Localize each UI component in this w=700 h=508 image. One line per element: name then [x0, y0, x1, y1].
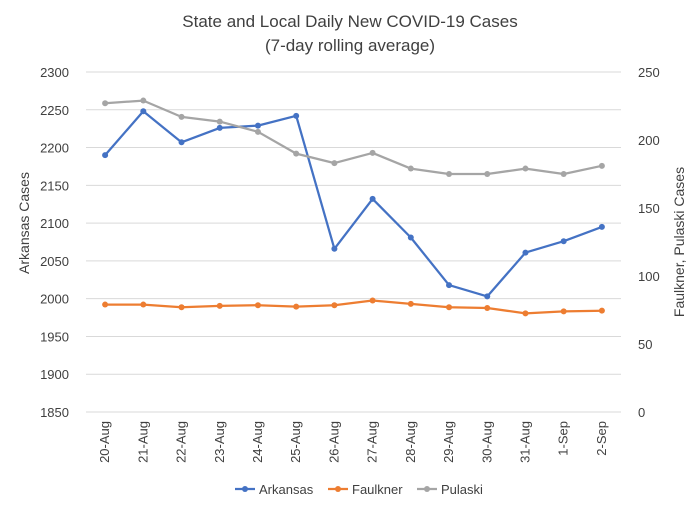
series-pulaski — [102, 97, 605, 177]
x-tick-label: 26-Aug — [326, 421, 341, 463]
x-tick-label: 28-Aug — [403, 421, 418, 463]
data-point — [446, 304, 453, 311]
series-line — [104, 110, 603, 298]
data-point — [216, 118, 223, 125]
data-point — [102, 152, 109, 159]
legend-swatch-marker — [335, 486, 341, 492]
left-axis-ticks: 1850 1900 1950 2000 2050 2100 2150 2200 2250 2300 — [40, 65, 69, 420]
x-tick-label: 29-Aug — [441, 421, 456, 463]
data-point — [140, 97, 147, 104]
data-point — [407, 165, 414, 172]
data-point — [293, 112, 300, 119]
series-faulkner — [102, 297, 605, 317]
data-point — [446, 171, 453, 177]
data-point — [293, 303, 300, 310]
data-point — [484, 304, 491, 311]
x-tick-label: 20-Aug — [97, 421, 112, 463]
series-layer — [102, 97, 605, 317]
right-tick-label: 0 — [638, 405, 645, 420]
data-point — [598, 223, 605, 230]
data-point — [560, 238, 567, 245]
x-tick-label: 22-Aug — [174, 421, 189, 463]
left-tick-label: 1900 — [40, 367, 69, 382]
right-axis-label: Faulkner, Pulaski Cases — [671, 167, 687, 317]
data-point — [102, 301, 109, 308]
data-point — [369, 149, 376, 156]
legend-label: Arkansas — [259, 482, 314, 497]
x-tick-label: 21-Aug — [135, 421, 150, 463]
right-tick-label: 50 — [638, 337, 652, 352]
data-point — [560, 308, 567, 315]
data-point — [484, 293, 491, 300]
data-point — [178, 113, 185, 120]
legend-swatch-marker — [424, 486, 430, 492]
right-axis-ticks: 0 50 100 150 200 250 — [638, 65, 660, 420]
data-point — [446, 282, 453, 289]
series-line — [105, 99, 603, 176]
data-point — [331, 302, 338, 309]
legend-swatch-marker — [242, 486, 248, 492]
legend: Arkansas Faulkner Pulaski — [235, 482, 483, 497]
data-point — [407, 234, 414, 241]
data-point — [598, 307, 605, 314]
series-arkansas — [102, 108, 605, 300]
legend-item-pulaski: Pulaski — [417, 482, 483, 497]
x-tick-label: 25-Aug — [288, 421, 303, 463]
data-point — [216, 302, 223, 309]
x-axis-ticks: 20-Aug 21-Aug 22-Aug 23-Aug 24-Aug 25-Aug 26-A… — [97, 421, 609, 463]
legend-item-arkansas: Arkansas — [235, 482, 314, 497]
chart-subtitle: (7-day rolling average) — [265, 36, 435, 55]
left-axis-label: Arkansas Cases — [16, 172, 32, 274]
left-tick-label: 2150 — [40, 178, 69, 193]
right-tick-label: 250 — [638, 65, 660, 80]
x-tick-label: 27-Aug — [365, 421, 380, 463]
series-line — [105, 299, 602, 315]
data-point — [140, 108, 147, 115]
data-point — [254, 302, 261, 309]
x-tick-label: 23-Aug — [212, 421, 227, 463]
data-point — [331, 160, 338, 167]
data-point — [560, 171, 567, 177]
data-point — [598, 162, 605, 169]
legend-label: Faulkner — [352, 482, 403, 497]
left-tick-label: 2000 — [40, 292, 69, 307]
data-point — [293, 150, 300, 157]
right-tick-label: 200 — [638, 133, 660, 148]
legend-item-faulkner: Faulkner — [328, 482, 403, 497]
right-tick-label: 150 — [638, 201, 660, 216]
gridlines — [86, 71, 621, 413]
data-point — [522, 310, 529, 317]
data-point — [331, 245, 338, 252]
chart-title: State and Local Daily New COVID-19 Cases — [182, 12, 517, 31]
data-point — [369, 297, 376, 304]
x-tick-label: 31-Aug — [517, 421, 532, 463]
right-tick-label: 100 — [638, 269, 660, 284]
data-point — [178, 139, 185, 146]
legend-label: Pulaski — [441, 482, 483, 497]
left-tick-label: 2100 — [40, 216, 69, 231]
x-tick-label: 30-Aug — [479, 421, 494, 463]
data-point — [254, 122, 261, 129]
data-point — [140, 301, 147, 308]
left-tick-label: 2200 — [40, 141, 69, 156]
data-point — [178, 304, 185, 311]
left-tick-label: 2250 — [40, 103, 69, 118]
x-tick-label: 2-Sep — [594, 421, 609, 456]
left-tick-label: 2050 — [40, 254, 69, 269]
data-point — [407, 300, 414, 307]
left-tick-label: 1950 — [40, 329, 69, 344]
data-point — [102, 100, 109, 107]
x-tick-label: 24-Aug — [250, 421, 265, 463]
left-tick-label: 2300 — [40, 65, 69, 80]
left-tick-label: 1850 — [40, 405, 69, 420]
data-point — [254, 128, 261, 135]
data-point — [522, 165, 529, 172]
data-point — [216, 124, 223, 131]
data-point — [369, 195, 376, 202]
data-point — [522, 249, 529, 256]
data-point — [484, 171, 491, 177]
x-tick-label: 1-Sep — [556, 421, 571, 456]
